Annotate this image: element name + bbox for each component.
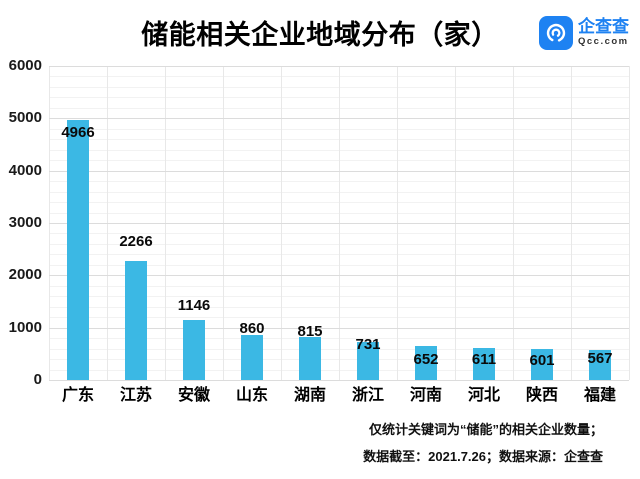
bar-value-label: 731: [355, 335, 381, 353]
y-axis-tick-label: 0: [33, 371, 42, 388]
bar-江苏: [125, 261, 147, 380]
x-axis-category-label: 河南: [409, 387, 442, 404]
qcc-logo-text: 企查查 Qcc.com: [578, 16, 629, 47]
footer-note-line2: 数据截至：2021.7.26；数据来源：企查查: [363, 449, 603, 464]
gridline-major: [49, 170, 629, 172]
chart-title: 储能相关企业地域分布（家）: [141, 20, 499, 50]
bar-陕西: [531, 348, 553, 380]
bar-value-label: 1146: [177, 297, 211, 315]
gridline-major: [49, 118, 629, 120]
footer-note-line1: 仅统计关键词为“储能”的相关企业数量；: [368, 422, 603, 437]
qcc-logo: 企查查 Qcc.com: [539, 16, 629, 50]
bar-河北: [473, 348, 495, 380]
bar-value-label: 601: [529, 351, 555, 369]
gridline-major: [49, 223, 629, 224]
bar-value-label: 2266: [119, 233, 153, 251]
y-axis-tick-label: 3000: [8, 214, 42, 231]
gridline-vertical: [629, 66, 630, 380]
bar-value-label: 4966: [61, 124, 95, 142]
bar-value-label: 567: [587, 350, 613, 368]
x-axis-category-label: 江苏: [119, 387, 152, 404]
gridline-major: [49, 66, 629, 67]
gridline-major: [49, 380, 629, 381]
bar-value-label: 652: [413, 350, 439, 368]
footer-note: 仅统计关键词为“储能”的相关企业数量； 数据截至：2021.7.26；数据来源：…: [363, 416, 603, 470]
qcc-logo-domain: Qcc.com: [578, 36, 629, 47]
x-axis-category-label: 广东: [61, 387, 94, 404]
gridline-major: [49, 275, 629, 277]
y-axis-tick-label: 4000: [8, 161, 42, 179]
bar-浙江: [357, 341, 379, 380]
bar-value-label: 815: [297, 323, 323, 341]
x-axis-category-label: 陕西: [525, 387, 558, 404]
x-axis-category-label: 山东: [235, 387, 268, 404]
qcc-logo-name: 企查查: [578, 17, 629, 36]
y-axis-tick-label: 2000: [8, 266, 42, 284]
y-axis-tick-label: 1000: [8, 318, 42, 336]
bar-value-label: 611: [471, 351, 497, 369]
y-axis-tick-label: 5000: [8, 109, 42, 127]
x-axis-category-label: 福建: [583, 387, 616, 404]
x-axis-category-label: 湖南: [293, 387, 326, 404]
x-axis-category-label: 安徽: [177, 387, 210, 404]
gridline-major: [49, 327, 629, 329]
bar-河南: [415, 345, 437, 380]
bar-山东: [241, 334, 263, 380]
qcc-logo-icon: [539, 16, 573, 50]
x-axis-category-label: 浙江: [351, 387, 384, 404]
x-axis-category-label: 河北: [467, 387, 500, 404]
bar-福建: [589, 350, 611, 380]
y-axis-tick-label: 6000: [8, 57, 42, 74]
bar-广东: [67, 120, 89, 380]
bar-value-label: 860: [239, 319, 265, 337]
bar-湖南: [299, 337, 321, 380]
bar-安徽: [183, 320, 205, 380]
